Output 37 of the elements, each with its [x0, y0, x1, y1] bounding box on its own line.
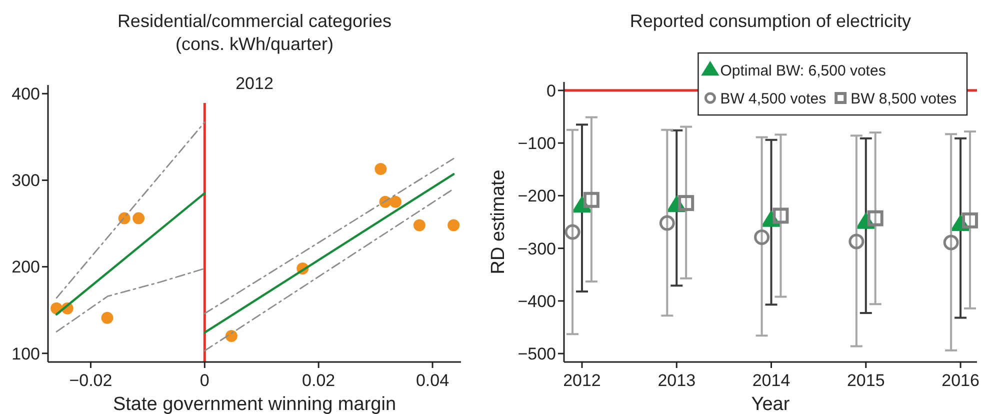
y-tick-label: 100 — [12, 344, 40, 364]
point — [225, 330, 238, 342]
legend-label: BW 4,500 votes — [720, 90, 826, 108]
y-tick-label: 0 — [546, 81, 556, 100]
point — [374, 162, 387, 175]
legend-label: Optimal BW: 6,500 votes — [720, 62, 886, 80]
point — [448, 219, 460, 232]
x-tick-label: 0.04 — [416, 371, 450, 390]
x-axis-title: State government winning margin — [112, 394, 396, 414]
x-tick-label: 2012 — [563, 371, 601, 390]
annotation: 2012 — [236, 74, 274, 93]
chart-title: Reported consumption of electricity — [630, 11, 912, 31]
legend-label: BW 8,500 votes — [850, 90, 956, 108]
x-tick-label: 2015 — [846, 371, 885, 390]
chart-subtitle: (cons. kWh/quarter) — [175, 34, 334, 54]
y-tick-label: 300 — [12, 171, 40, 190]
y-tick-label: 200 — [12, 258, 40, 277]
point — [413, 219, 426, 232]
y-tick-label: −500 — [518, 344, 556, 364]
x-tick-label: 2014 — [752, 371, 790, 390]
x-axis-title: Year — [751, 394, 790, 414]
line-series — [56, 268, 206, 332]
point — [101, 312, 114, 324]
y-tick-label: −300 — [518, 239, 556, 258]
y-tick-label: −200 — [518, 186, 556, 206]
point — [389, 196, 402, 208]
y-tick-label: −400 — [518, 292, 556, 311]
x-tick-label: 0 — [200, 371, 210, 390]
point — [132, 212, 145, 224]
x-tick-label: −0.02 — [69, 371, 112, 390]
y-tick-label: −100 — [518, 134, 556, 154]
y-tick-label: 400 — [12, 84, 40, 104]
x-tick-label: 0.02 — [302, 371, 336, 390]
y-axis-title: RD estimate — [488, 170, 509, 274]
x-tick-label: 2013 — [658, 371, 696, 390]
chart-title: Residential/commercial categories — [117, 11, 392, 31]
x-tick-label: 2016 — [942, 371, 980, 390]
